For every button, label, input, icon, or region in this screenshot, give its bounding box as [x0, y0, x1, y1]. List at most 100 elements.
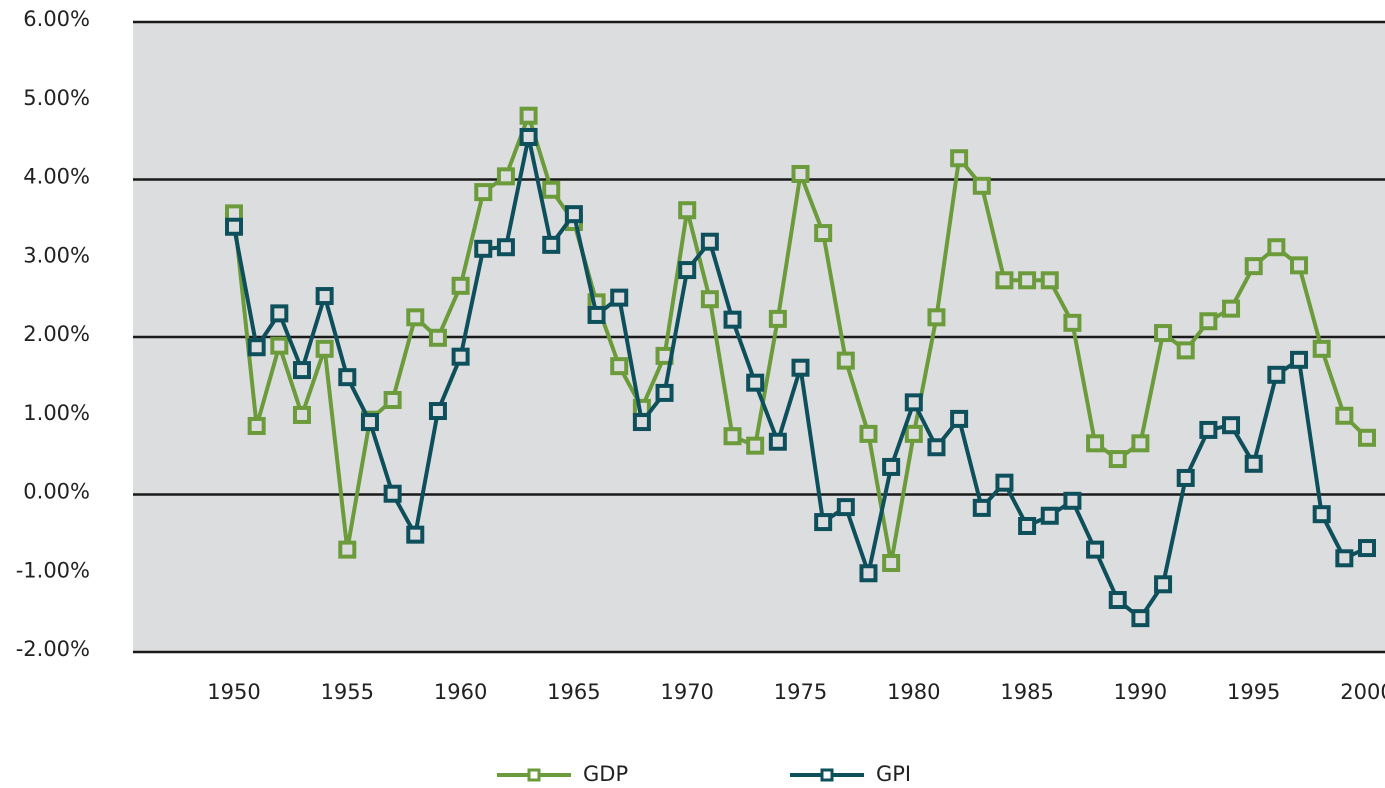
x-tick-label: 1965 [547, 680, 600, 704]
point-marker [927, 308, 946, 327]
point-marker [836, 351, 855, 370]
point-marker [1335, 406, 1354, 425]
y-tick-label: 1.00% [23, 401, 90, 425]
point-marker [859, 424, 878, 443]
point-marker [1358, 428, 1376, 447]
point-marker [1063, 313, 1082, 332]
point-marker [292, 405, 311, 424]
point-marker [678, 261, 697, 280]
point-marker [542, 235, 561, 254]
y-tick-label: -1.00% [16, 558, 90, 582]
y-tick-label: 3.00% [23, 243, 90, 267]
point-marker [746, 373, 765, 392]
point-marker [791, 358, 810, 377]
point-marker [972, 498, 991, 517]
point-marker [1018, 517, 1037, 535]
point-marker [1267, 365, 1286, 384]
point-marker [791, 164, 810, 183]
x-tick-label: 1995 [1227, 680, 1280, 704]
point-marker [882, 457, 901, 476]
point-marker [632, 413, 651, 432]
point-marker [542, 180, 561, 199]
legend-label: GDP [583, 762, 628, 786]
point-marker [972, 176, 991, 195]
point-marker [927, 438, 946, 457]
point-marker [292, 361, 311, 380]
point-marker [496, 167, 515, 186]
point-marker [1290, 256, 1309, 275]
point-marker [1040, 271, 1059, 290]
point-marker [700, 232, 719, 251]
point-marker [406, 308, 425, 327]
point-marker [1154, 324, 1173, 343]
point-marker [1267, 238, 1286, 257]
point-marker [564, 205, 583, 224]
point-marker [1040, 506, 1059, 525]
point-marker [995, 473, 1014, 492]
point-marker [406, 525, 425, 544]
x-tick-label: 1980 [887, 680, 940, 704]
point-marker [655, 383, 674, 402]
point-marker [950, 409, 969, 428]
point-marker [1312, 339, 1331, 358]
point-marker [338, 540, 357, 559]
y-tick-label: 4.00% [23, 165, 90, 189]
point-marker [383, 391, 402, 409]
point-marker [723, 427, 742, 446]
point-marker [519, 127, 538, 146]
point-marker [315, 339, 334, 358]
x-tick-label: 1975 [774, 680, 827, 704]
x-tick-label: 2000 [1340, 680, 1385, 704]
point-marker [360, 413, 379, 432]
point-marker [587, 305, 606, 324]
point-marker [768, 432, 787, 451]
point-marker [270, 304, 289, 323]
point-marker [315, 287, 334, 306]
y-tick-label: 6.00% [23, 7, 90, 31]
x-tick-label: 1985 [1000, 680, 1053, 704]
point-marker [519, 106, 538, 125]
point-marker [496, 238, 515, 257]
point-marker [1176, 468, 1195, 487]
point-marker [1131, 609, 1150, 628]
point-marker [814, 513, 833, 532]
x-tick-label: 1960 [434, 680, 487, 704]
x-tick-label: 1955 [321, 680, 374, 704]
point-marker [610, 288, 629, 307]
x-tick-label: 1950 [207, 680, 260, 704]
point-marker [814, 224, 833, 243]
point-marker [451, 347, 470, 366]
y-tick-label: 0.00% [23, 480, 90, 504]
point-marker [1086, 434, 1105, 453]
point-marker [270, 336, 289, 355]
point-marker [950, 149, 969, 168]
point-marker [1108, 591, 1127, 610]
point-marker [338, 368, 357, 387]
point-marker [474, 239, 493, 258]
point-marker [1222, 299, 1241, 318]
point-marker [225, 217, 243, 236]
point-marker [1199, 312, 1218, 331]
point-marker [1199, 420, 1218, 439]
legend-marker [527, 768, 541, 782]
y-tick-label: 2.00% [23, 322, 90, 346]
point-marker [995, 271, 1014, 290]
point-marker [247, 416, 266, 435]
point-marker [428, 328, 447, 347]
point-marker [882, 554, 901, 573]
x-tick-label: 1970 [660, 680, 713, 704]
point-marker [428, 402, 447, 421]
point-marker [746, 436, 765, 455]
point-marker [451, 276, 470, 295]
y-tick-label: -2.00% [16, 637, 90, 661]
point-marker [247, 338, 266, 357]
point-marker [1312, 505, 1331, 524]
point-marker [383, 484, 402, 503]
legend-marker [820, 768, 834, 782]
point-marker [1244, 454, 1263, 473]
point-marker [1086, 540, 1105, 559]
point-marker [1154, 575, 1173, 594]
point-marker [904, 424, 923, 443]
point-marker [1063, 491, 1082, 510]
